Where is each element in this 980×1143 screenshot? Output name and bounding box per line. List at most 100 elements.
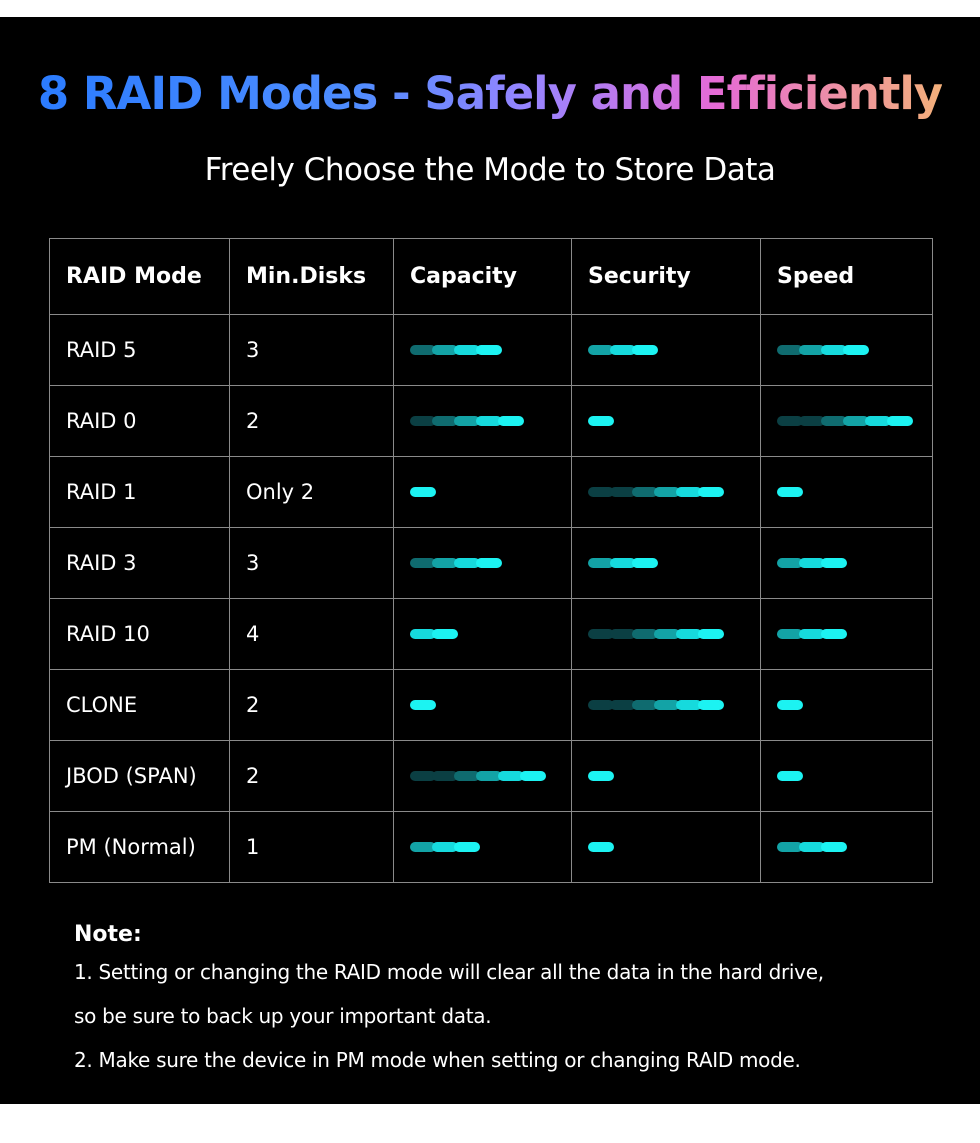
capacity-cell [393, 456, 572, 528]
capacity-rating-bar [410, 415, 571, 427]
rating-segment [410, 558, 436, 568]
rating-segment [610, 629, 636, 639]
rating-segment [588, 629, 614, 639]
speed-rating-bar [777, 841, 932, 853]
rating-segment [588, 416, 614, 426]
rating-segment [799, 842, 825, 852]
rating-segment [821, 558, 847, 568]
rating-segment [410, 771, 436, 781]
speed-cell [760, 598, 933, 670]
speed-rating-bar [777, 628, 932, 640]
security-cell [571, 598, 761, 670]
table-row: JBOD (SPAN) 2 [49, 740, 933, 812]
rating-segment [654, 629, 680, 639]
capacity-cell [393, 385, 572, 457]
notes-section: Note: 1. Setting or changing the RAID mo… [74, 922, 944, 1093]
rating-segment [610, 700, 636, 710]
rating-segment [454, 842, 480, 852]
rating-segment [777, 629, 803, 639]
table-row: CLONE 2 [49, 669, 933, 741]
min-disks-cell: 3 [229, 314, 394, 386]
rating-segment [588, 771, 614, 781]
speed-rating-bar [777, 770, 932, 782]
min-disks-cell: 2 [229, 740, 394, 812]
rating-segment [410, 345, 436, 355]
rating-segment [676, 629, 702, 639]
speed-rating-bar [777, 699, 932, 711]
security-cell [571, 669, 761, 741]
security-rating-bar [588, 770, 760, 782]
rating-segment [454, 558, 480, 568]
rating-segment [410, 842, 436, 852]
table-row: RAID 10 4 [49, 598, 933, 670]
security-rating-bar [588, 486, 760, 498]
rating-segment [432, 842, 458, 852]
rating-segment [588, 558, 614, 568]
security-cell [571, 740, 761, 812]
rating-segment [454, 345, 480, 355]
rating-segment [454, 771, 480, 781]
capacity-cell [393, 598, 572, 670]
speed-rating-bar [777, 344, 932, 356]
rating-segment [610, 558, 636, 568]
column-header-min-disks: Min.Disks [229, 238, 394, 315]
rating-segment [777, 487, 803, 497]
security-rating-bar [588, 841, 760, 853]
security-rating-bar [588, 415, 760, 427]
capacity-rating-bar [410, 486, 571, 498]
rating-segment [777, 842, 803, 852]
column-header-speed: Speed [760, 238, 933, 315]
note-line-1b: so be sure to back up your important dat… [74, 1004, 492, 1028]
capacity-rating-bar [410, 699, 571, 711]
raid-mode-cell: PM (Normal) [49, 811, 230, 883]
table-row: RAID 1 Only 2 [49, 456, 933, 528]
rating-segment [821, 629, 847, 639]
speed-cell [760, 385, 933, 457]
rating-segment [777, 558, 803, 568]
capacity-rating-bar [410, 841, 571, 853]
note-line-1a: 1. Setting or changing the RAID mode wil… [74, 960, 824, 984]
rating-segment [498, 416, 524, 426]
security-cell [571, 456, 761, 528]
rating-segment [676, 487, 702, 497]
speed-cell [760, 669, 933, 741]
page-title: 8 RAID Modes - Safely and Efficiently [37, 67, 943, 120]
rating-segment [476, 771, 502, 781]
rating-segment [432, 771, 458, 781]
capacity-rating-bar [410, 557, 571, 569]
rating-segment [410, 416, 436, 426]
rating-segment [821, 842, 847, 852]
speed-rating-bar [777, 557, 932, 569]
rating-segment [632, 629, 658, 639]
raid-mode-cell: CLONE [49, 669, 230, 741]
min-disks-cell: 1 [229, 811, 394, 883]
content-panel: 8 RAID Modes - Safely and Efficiently Fr… [0, 17, 980, 1104]
speed-rating-bar [777, 415, 932, 427]
rating-segment [432, 345, 458, 355]
raid-mode-cell: RAID 3 [49, 527, 230, 599]
rating-segment [476, 416, 502, 426]
raid-mode-cell: RAID 1 [49, 456, 230, 528]
rating-segment [654, 700, 680, 710]
notes-title: Note: [74, 922, 142, 947]
min-disks-cell: 4 [229, 598, 394, 670]
rating-segment [410, 629, 436, 639]
table-header-row: RAID Mode Min.Disks Capacity Security Sp… [49, 238, 933, 315]
speed-cell [760, 740, 933, 812]
rating-segment [410, 487, 436, 497]
rating-segment [588, 700, 614, 710]
column-header-raid-mode: RAID Mode [49, 238, 230, 315]
capacity-rating-bar [410, 770, 571, 782]
rating-segment [777, 416, 803, 426]
min-disks-cell: 3 [229, 527, 394, 599]
rating-segment [632, 345, 658, 355]
raid-mode-cell: RAID 5 [49, 314, 230, 386]
rating-segment [498, 771, 524, 781]
rating-segment [476, 345, 502, 355]
security-cell [571, 527, 761, 599]
security-rating-bar [588, 628, 760, 640]
capacity-cell [393, 669, 572, 741]
